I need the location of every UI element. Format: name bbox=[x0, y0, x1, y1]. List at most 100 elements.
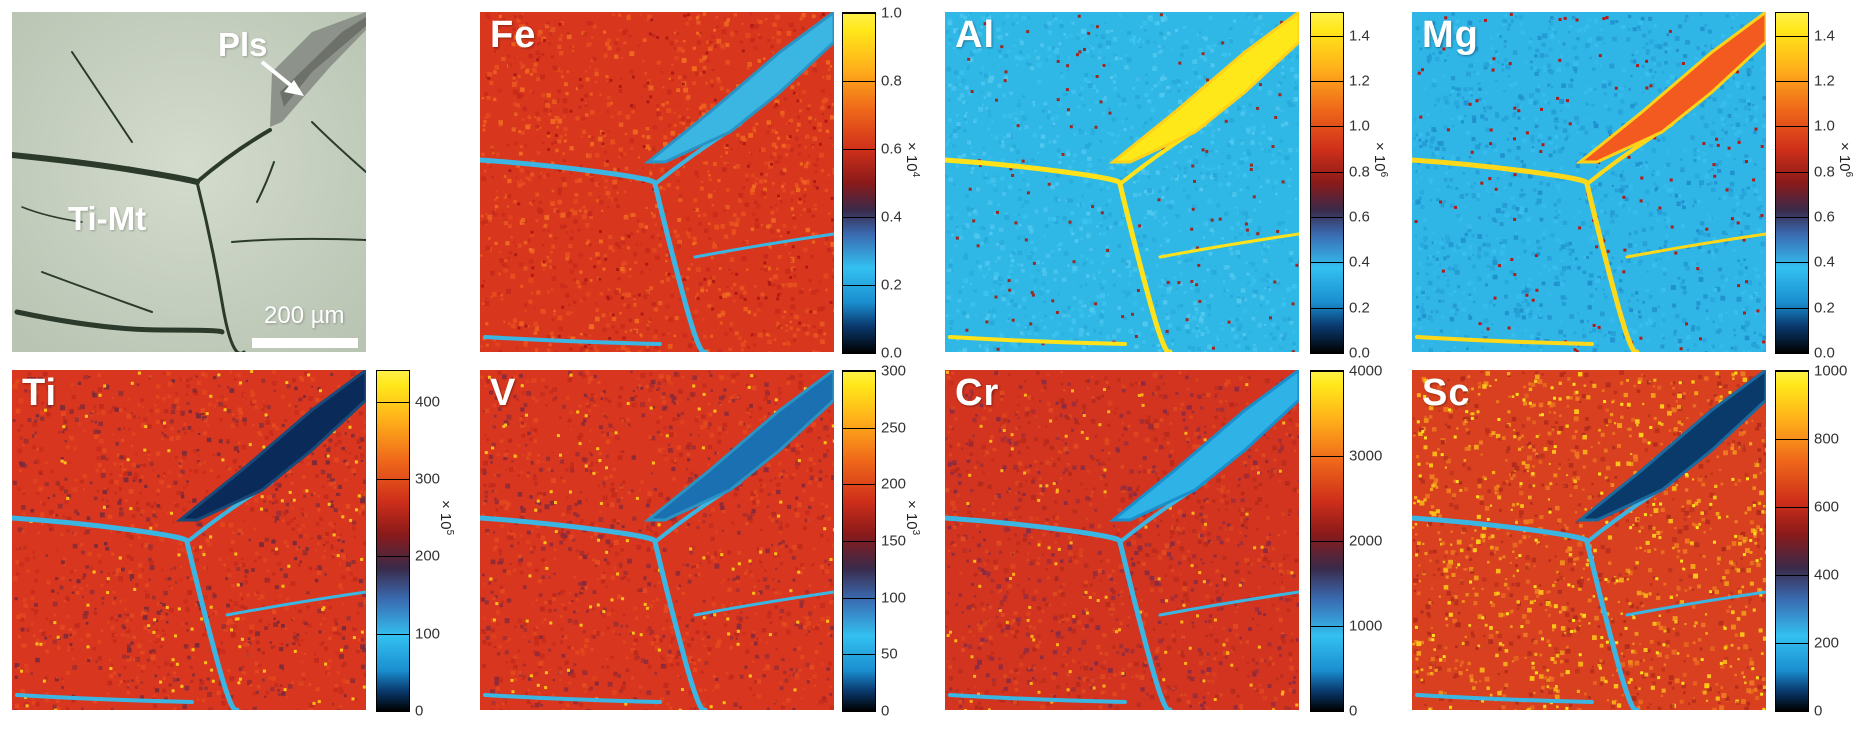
colorbar-unit: × 104 bbox=[903, 142, 921, 178]
colorbar-tick-label: 1.4 bbox=[1814, 27, 1835, 45]
colorbar-tick bbox=[842, 654, 876, 656]
colorbar-tick-label: 100 bbox=[881, 589, 907, 607]
colorbar-tick-label: 400 bbox=[1814, 566, 1840, 584]
colorbar-tick bbox=[842, 541, 876, 542]
colorbar-tick-label: 0.2 bbox=[1814, 299, 1835, 317]
colorbar-tick-label: 150 bbox=[881, 532, 907, 550]
colorbar-tick bbox=[842, 597, 876, 599]
colorbar-tick bbox=[1310, 456, 1344, 457]
colorbar-tick-label: 1.0 bbox=[1814, 117, 1835, 135]
colorbar-tick-label: 2000 bbox=[1349, 532, 1383, 550]
colorbar-tick-label: 1.0 bbox=[881, 4, 902, 22]
colorbar-tick bbox=[376, 710, 410, 711]
colorbar-tick-label: 400 bbox=[415, 393, 441, 411]
colorbar-tick bbox=[376, 401, 410, 403]
colorbar-tick-label: 1000 bbox=[1814, 362, 1848, 380]
colorbar-v: 300 250 200 150 100 50 0 × 103 bbox=[842, 363, 921, 720]
colorbar-ti: 400 300 200 100 0 × 105 bbox=[376, 370, 455, 720]
colorbar-tick-label: 0.6 bbox=[1349, 208, 1370, 226]
colorbar-tick bbox=[842, 217, 876, 218]
element-label-v: V bbox=[490, 372, 517, 414]
colorbar-tick bbox=[842, 710, 876, 711]
element-label-ti: Ti bbox=[22, 372, 58, 414]
colorbar-tick-label: 3000 bbox=[1349, 447, 1383, 465]
colorbar-tick bbox=[1775, 352, 1809, 353]
colorbar-tick bbox=[1310, 626, 1344, 627]
scale-bar bbox=[252, 338, 358, 348]
ti-mt-label: Ti-Mt bbox=[68, 200, 147, 237]
colorbar-tick bbox=[1310, 710, 1344, 711]
pls-label: Pls bbox=[218, 26, 268, 63]
element-label-mg: Mg bbox=[1422, 14, 1479, 56]
colorbar-tick bbox=[376, 556, 410, 558]
colorbar-tick bbox=[1775, 35, 1809, 37]
colorbar-mg: 1.4 1.2 1.0 0.8 0.6 0.4 0.2 0.0 × 106 bbox=[1775, 12, 1854, 362]
map-cr: Cr bbox=[945, 370, 1299, 710]
colorbar-tick bbox=[1310, 217, 1344, 218]
colorbar-tick bbox=[1310, 35, 1344, 37]
colorbar-tick-label: 50 bbox=[881, 645, 898, 663]
colorbar-tick bbox=[842, 427, 876, 429]
colorbar-tick-label: 600 bbox=[1814, 498, 1840, 516]
colorbar-tick-label: 0.4 bbox=[1349, 253, 1370, 271]
colorbar-unit: × 106 bbox=[1836, 142, 1854, 178]
colorbar-cr: 4000 3000 2000 1000 0 bbox=[1310, 363, 1382, 720]
colorbar-tick bbox=[1310, 126, 1344, 128]
colorbar-tick bbox=[1310, 171, 1344, 173]
colorbar-tick-label: 0.4 bbox=[1814, 253, 1835, 271]
colorbar-tick-label: 1.4 bbox=[1349, 27, 1370, 45]
element-label-cr: Cr bbox=[955, 372, 1000, 414]
colorbar-tick-label: 0 bbox=[1814, 702, 1823, 720]
map-al: Al bbox=[945, 12, 1299, 352]
colorbar-tick-label: 100 bbox=[415, 625, 441, 643]
colorbar-tick bbox=[842, 13, 876, 14]
colorbar-tick-label: 0.0 bbox=[1814, 344, 1835, 362]
colorbar-tick bbox=[1310, 81, 1344, 82]
colorbar-tick bbox=[1310, 307, 1344, 309]
colorbar-tick bbox=[1775, 217, 1809, 218]
colorbar-unit: × 106 bbox=[1371, 142, 1389, 178]
colorbar-fe: 1.0 0.8 0.6 0.4 0.2 0.0 × 104 bbox=[842, 5, 921, 362]
colorbar-tick-label: 300 bbox=[881, 362, 907, 380]
colorbar-tick bbox=[1775, 643, 1809, 644]
colorbar-tick bbox=[1310, 541, 1344, 542]
colorbar-tick bbox=[842, 285, 876, 286]
colorbar-tick-label: 1000 bbox=[1349, 617, 1383, 635]
colorbar-sc: 1000 800 600 400 200 0 bbox=[1775, 363, 1847, 720]
colorbar-tick bbox=[376, 633, 410, 635]
map-mg: Mg bbox=[1412, 12, 1766, 352]
colorbar-tick-label: 800 bbox=[1814, 430, 1840, 448]
colorbar-tick bbox=[1775, 126, 1809, 128]
colorbar-tick-label: 4000 bbox=[1349, 362, 1383, 380]
optical-micrograph: Pls Ti-Mt 200 µm bbox=[12, 12, 366, 352]
element-label-sc: Sc bbox=[1422, 372, 1471, 414]
colorbar-tick-label: 1.2 bbox=[1814, 72, 1835, 90]
colorbar-tick-label: 0.0 bbox=[881, 344, 902, 362]
colorbar-unit: × 103 bbox=[903, 500, 921, 536]
colorbar-tick-label: 0.8 bbox=[1814, 163, 1835, 181]
colorbar-tick-label: 0.0 bbox=[1349, 344, 1370, 362]
colorbar-tick bbox=[842, 81, 876, 82]
colorbar-tick bbox=[1775, 171, 1809, 173]
colorbar-tick bbox=[1775, 439, 1809, 440]
colorbar-tick-label: 200 bbox=[1814, 634, 1840, 652]
colorbar-al: 1.4 1.2 1.0 0.8 0.6 0.4 0.2 0.0 × 106 bbox=[1310, 12, 1389, 362]
map-fe: Fe bbox=[480, 12, 834, 352]
colorbar-tick-label: 0.2 bbox=[1349, 299, 1370, 317]
colorbar-tick bbox=[1310, 262, 1344, 264]
colorbar-tick bbox=[842, 352, 876, 353]
colorbar-unit: × 105 bbox=[437, 500, 455, 536]
colorbar-tick bbox=[1310, 371, 1344, 372]
element-label-fe: Fe bbox=[490, 14, 537, 56]
colorbar-tick-label: 0.4 bbox=[881, 208, 902, 226]
colorbar-tick bbox=[842, 484, 876, 486]
colorbar-tick bbox=[842, 371, 876, 372]
colorbar-tick-label: 250 bbox=[881, 419, 907, 437]
colorbar-tick-label: 1.2 bbox=[1349, 72, 1370, 90]
colorbar-tick-label: 0.2 bbox=[881, 276, 902, 294]
colorbar-tick-label: 0.6 bbox=[1814, 208, 1835, 226]
map-ti: Ti bbox=[12, 370, 366, 710]
colorbar-tick-label: 0.8 bbox=[1349, 163, 1370, 181]
colorbar-tick bbox=[1775, 262, 1809, 264]
map-v: V bbox=[480, 370, 834, 710]
